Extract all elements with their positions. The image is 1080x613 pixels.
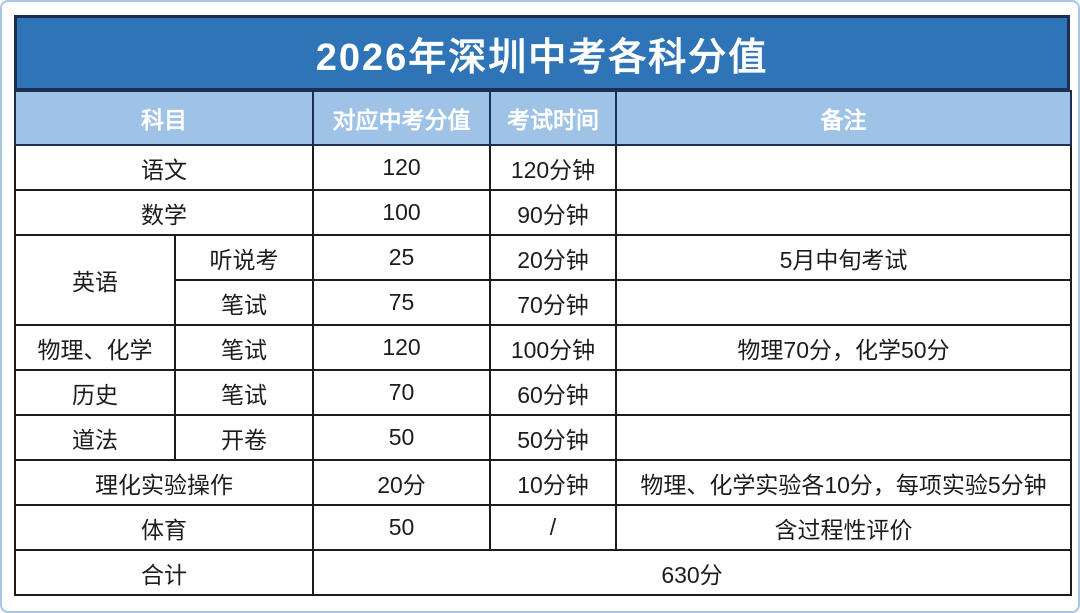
cell-time: 120分钟 [489,144,617,191]
cell-time: 60分钟 [489,369,617,416]
total-row: 合计 630分 [14,549,1072,596]
cell-score: 100 [312,189,491,236]
cell-note: 物理、化学实验各10分，每项实验5分钟 [615,459,1072,506]
header-row: 科目 对应中考分值 考试时间 备注 [14,90,1072,146]
cell-score: 20分 [312,459,491,506]
cell-score: 120 [312,324,491,371]
col-header-score: 对应中考分值 [312,90,491,146]
cell-time: 50分钟 [489,414,617,461]
cell-subject: 英语 [14,234,176,326]
cell-subtype: 开卷 [174,414,314,461]
table-row: 语文 120 120分钟 [14,144,1072,191]
cell-subject: 合计 [14,549,314,596]
table-row: 道法 开卷 50 50分钟 [14,414,1072,461]
cell-note [615,369,1072,416]
cell-note: 含过程性评价 [615,504,1072,551]
score-card: 2026年深圳中考各科分值 科目 对应中考分值 考试时间 备注 语文 120 1… [14,15,1072,596]
table-row: 体育 50 / 含过程性评价 [14,504,1072,551]
cell-note: 5月中旬考试 [615,234,1072,281]
cell-time: 70分钟 [489,279,617,326]
score-table: 科目 对应中考分值 考试时间 备注 语文 120 120分钟 数学 100 90… [14,90,1072,596]
cell-subtype: 笔试 [174,279,314,326]
cell-time: 10分钟 [489,459,617,506]
cell-subtype: 笔试 [174,369,314,416]
cell-time: 20分钟 [489,234,617,281]
cell-time: / [489,504,617,551]
cell-note: 物理70分，化学50分 [615,324,1072,371]
table-row: 笔试 75 70分钟 [15,279,1072,326]
cell-score: 70 [312,369,491,416]
cell-time: 100分钟 [489,324,617,371]
cell-note [615,414,1072,461]
cell-subject: 体育 [14,504,314,551]
cell-total: 630分 [312,549,1072,596]
cell-score: 25 [312,234,491,281]
table-row: 英语 听说考 25 20分钟 5月中旬考试 [14,234,1072,326]
page-title: 2026年深圳中考各科分值 [14,15,1070,91]
table-row: 数学 100 90分钟 [14,189,1072,236]
col-header-time: 考试时间 [489,90,617,146]
cell-note [615,279,1072,326]
cell-subject: 历史 [14,369,176,416]
cell-time: 90分钟 [489,189,617,236]
cell-note [615,189,1072,236]
cell-subject: 道法 [14,414,176,461]
table-row: 物理、化学 笔试 120 100分钟 物理70分，化学50分 [14,324,1072,371]
cell-score: 50 [312,504,491,551]
cell-score: 75 [312,279,491,326]
cell-note [615,144,1072,191]
cell-subject: 数学 [14,189,314,236]
cell-score: 120 [312,144,491,191]
cell-subject: 语文 [14,144,314,191]
cell-subject: 物理、化学 [14,324,176,371]
col-header-subject: 科目 [14,90,314,146]
cell-score: 50 [312,414,491,461]
table-row: 理化实验操作 20分 10分钟 物理、化学实验各10分，每项实验5分钟 [14,459,1072,506]
col-header-note: 备注 [615,90,1072,146]
table-row: 历史 笔试 70 60分钟 [14,369,1072,416]
cell-subtype: 笔试 [174,324,314,371]
cell-subject: 理化实验操作 [14,459,314,506]
cell-subtype: 听说考 [174,234,314,281]
